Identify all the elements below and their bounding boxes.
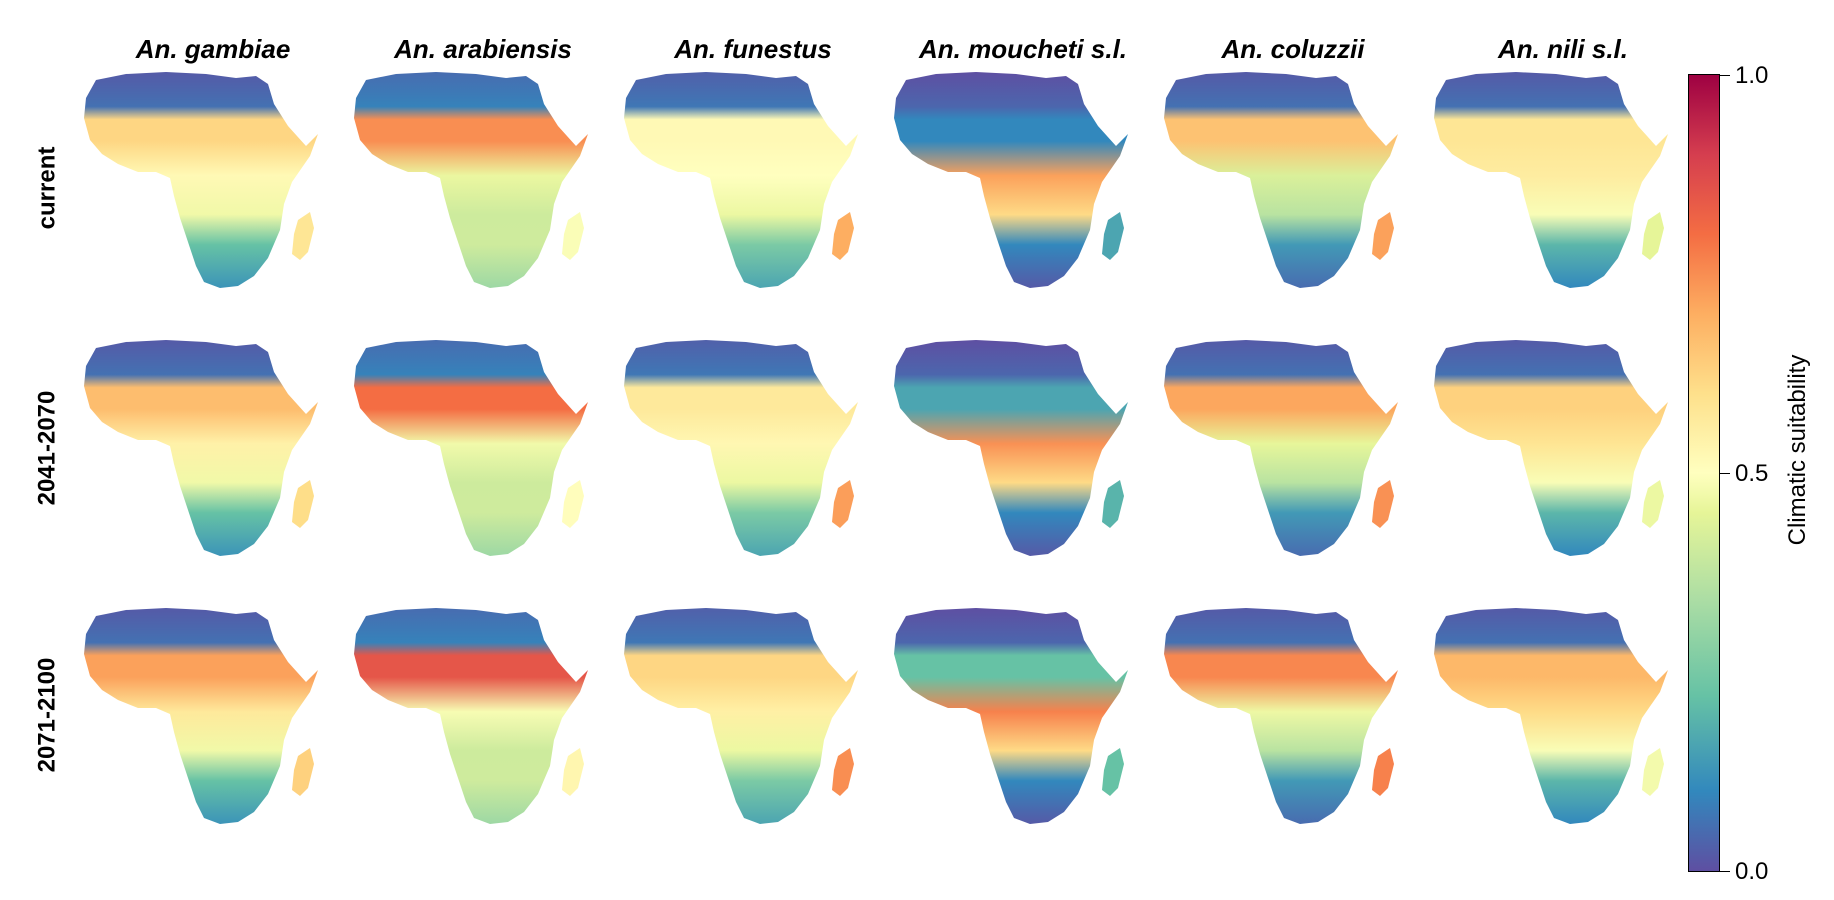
- africa-map-shape: [84, 340, 318, 556]
- africa-map-shape: [624, 340, 858, 556]
- column-title: An. moucheti s.l.: [918, 34, 1128, 64]
- madagascar-shape: [1642, 748, 1664, 796]
- column-title: An. arabiensis: [394, 34, 572, 64]
- suitability-map: [888, 606, 1158, 836]
- column-title: An. gambiae: [135, 34, 291, 64]
- africa-map-shape: [624, 72, 858, 288]
- colorbar-tick-label: 0.5: [1735, 460, 1769, 487]
- africa-map-shape: [624, 608, 858, 824]
- colorbar-tick-mark: [1720, 871, 1730, 872]
- column-title: An. nili s.l.: [1497, 34, 1628, 64]
- suitability-map: [888, 338, 1158, 568]
- africa-map-shape: [354, 340, 588, 556]
- madagascar-shape: [562, 212, 584, 260]
- africa-map-shape: [1164, 72, 1398, 288]
- madagascar-shape: [562, 748, 584, 796]
- colorbar-label: Climatic suitability: [1784, 354, 1811, 546]
- africa-map-shape: [1434, 340, 1668, 556]
- suitability-map: [78, 338, 348, 568]
- madagascar-shape: [292, 480, 314, 528]
- suitability-map: [888, 70, 1158, 300]
- suitability-map: [78, 606, 348, 836]
- suitability-map: [618, 338, 888, 568]
- colorbar-tick-label: 1.0: [1735, 62, 1769, 89]
- madagascar-shape: [832, 212, 854, 260]
- suitability-map: [1158, 338, 1428, 568]
- madagascar-shape: [1102, 212, 1124, 260]
- madagascar-shape: [1372, 212, 1394, 260]
- madagascar-shape: [562, 480, 584, 528]
- colorbar: [1688, 74, 1720, 872]
- madagascar-shape: [832, 480, 854, 528]
- madagascar-shape: [1642, 480, 1664, 528]
- africa-map-shape: [894, 340, 1128, 556]
- suitability-map: [1428, 70, 1698, 300]
- row-label: 2071-2100: [32, 657, 60, 773]
- madagascar-shape: [1102, 748, 1124, 796]
- suitability-map: [348, 70, 618, 300]
- madagascar-shape: [1372, 748, 1394, 796]
- suitability-map: [618, 606, 888, 836]
- colorbar-tick-mark: [1720, 473, 1730, 474]
- africa-map-shape: [354, 608, 588, 824]
- madagascar-shape: [292, 212, 314, 260]
- africa-map-shape: [1434, 608, 1668, 824]
- africa-map-shape: [894, 608, 1128, 824]
- africa-map-shape: [1164, 340, 1398, 556]
- suitability-map: [348, 338, 618, 568]
- africa-map-shape: [84, 72, 318, 288]
- suitability-map: [1428, 338, 1698, 568]
- madagascar-shape: [292, 748, 314, 796]
- madagascar-shape: [1102, 480, 1124, 528]
- madagascar-shape: [1642, 212, 1664, 260]
- column-title: An. funestus: [674, 34, 832, 64]
- row-label: current: [32, 146, 60, 230]
- suitability-map: [1428, 606, 1698, 836]
- column-title: An. coluzzii: [1221, 34, 1365, 64]
- colorbar-tick-label: 0.0: [1735, 858, 1769, 885]
- madagascar-shape: [832, 748, 854, 796]
- row-label: 2041-2070: [32, 390, 60, 506]
- africa-map-shape: [1434, 72, 1668, 288]
- suitability-map: [348, 606, 618, 836]
- suitability-map: [618, 70, 888, 300]
- colorbar-tick-mark: [1720, 75, 1730, 76]
- suitability-map: [1158, 70, 1428, 300]
- suitability-map: [78, 70, 348, 300]
- africa-map-shape: [354, 72, 588, 288]
- africa-map-shape: [1164, 608, 1398, 824]
- suitability-map: [1158, 606, 1428, 836]
- madagascar-shape: [1372, 480, 1394, 528]
- africa-map-shape: [894, 72, 1128, 288]
- africa-map-shape: [84, 608, 318, 824]
